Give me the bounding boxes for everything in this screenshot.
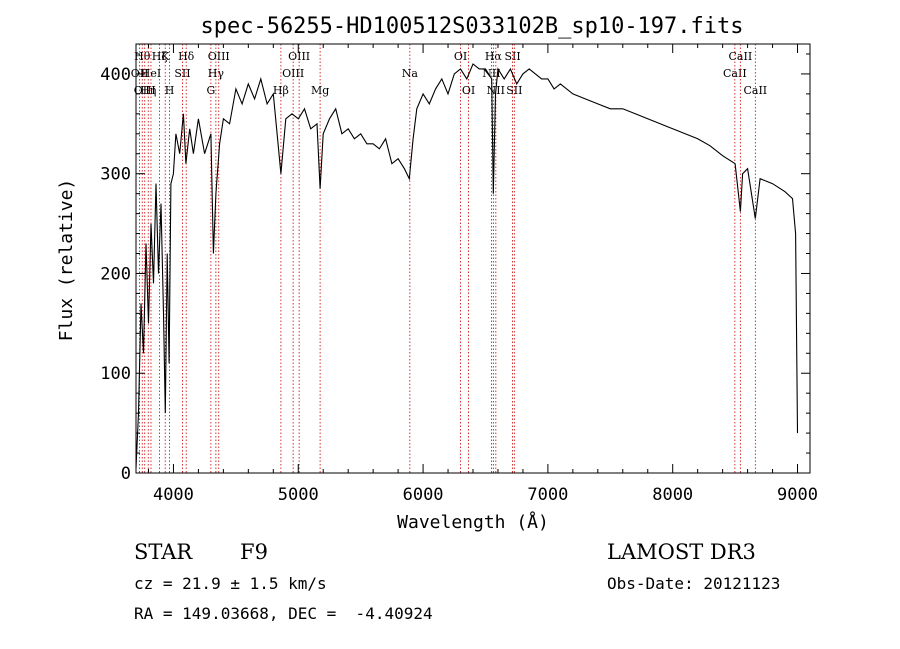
redshift-readout: cz = 21.9 ± 1.5 km/s — [134, 574, 327, 593]
line-marker-label: OI — [462, 84, 475, 97]
line-marker-label: CaII — [723, 67, 747, 80]
y-tick-label: 400 — [100, 65, 131, 85]
y-tick-label: 100 — [100, 364, 131, 384]
line-marker-label: OIII — [288, 50, 310, 63]
spectrum-series — [135, 63, 799, 469]
y-axis-label: Flux (relative) — [56, 179, 77, 342]
chart-title: spec-56255-HD100512S033102B_sp10-197.fit… — [200, 14, 743, 39]
line-marker-label: Hγ — [208, 67, 225, 80]
x-tick-label: 9000 — [777, 485, 818, 505]
line-marker-label: Hη — [140, 84, 156, 97]
line-marker-label: Hα — [485, 50, 503, 63]
line-marker-label: SII — [174, 67, 190, 80]
x-axis-label: Wavelength (Å) — [397, 511, 549, 533]
line-marker-label: Hζ — [152, 50, 168, 63]
line-marker-label: H — [165, 84, 175, 97]
coordinates: RA = 149.03668, DEC = -4.40924 — [134, 604, 433, 623]
line-marker-label: OIII — [282, 67, 304, 80]
line-marker-label: Hβ — [273, 84, 289, 97]
x-tick-label: 8000 — [652, 485, 693, 505]
y-tick-label: 200 — [100, 264, 131, 284]
plot-frame — [135, 43, 811, 474]
line-marker-label: OIII — [208, 50, 230, 63]
line-marker-label: CaII — [729, 50, 753, 63]
x-tick-label: 4000 — [153, 485, 194, 505]
line-marker-label: SII — [504, 50, 520, 63]
y-axis-ticks: 0 100 200 300 400 — [100, 53, 810, 484]
line-marker-label: Na — [402, 67, 419, 80]
line-marker-label: Hδ — [178, 50, 195, 63]
y-tick-label: 300 — [100, 165, 131, 185]
line-markers: OIIHθOIIIHηHeIHζKHSIIHδGHγOIIIHβOIIIOIII… — [131, 44, 767, 473]
x-tick-label: 7000 — [527, 485, 568, 505]
line-marker-label: HeI — [141, 67, 161, 80]
object-subclass: F9 — [240, 540, 268, 564]
line-marker-label: Hθ — [134, 50, 151, 63]
line-marker-label: K — [161, 50, 170, 63]
line-marker-label: SII — [506, 84, 522, 97]
x-tick-label: 6000 — [403, 485, 444, 505]
line-marker-label: G — [206, 84, 215, 97]
line-marker-label: OI — [454, 50, 467, 63]
line-marker-label: Mg — [311, 84, 329, 97]
y-tick-label: 0 — [121, 464, 131, 484]
x-axis-ticks: 4000 5000 6000 7000 8000 9000 — [147, 44, 818, 505]
spectrum-line — [135, 63, 799, 469]
line-marker-label: CaII — [743, 84, 767, 97]
survey-label: LAMOST DR3 — [607, 540, 756, 564]
object-class: STAR — [134, 540, 193, 564]
x-tick-label: 5000 — [278, 485, 319, 505]
obs-date: Obs-Date: 20121123 — [607, 574, 781, 593]
spectrum-chart: spec-56255-HD100512S033102B_sp10-197.fit… — [56, 14, 818, 533]
